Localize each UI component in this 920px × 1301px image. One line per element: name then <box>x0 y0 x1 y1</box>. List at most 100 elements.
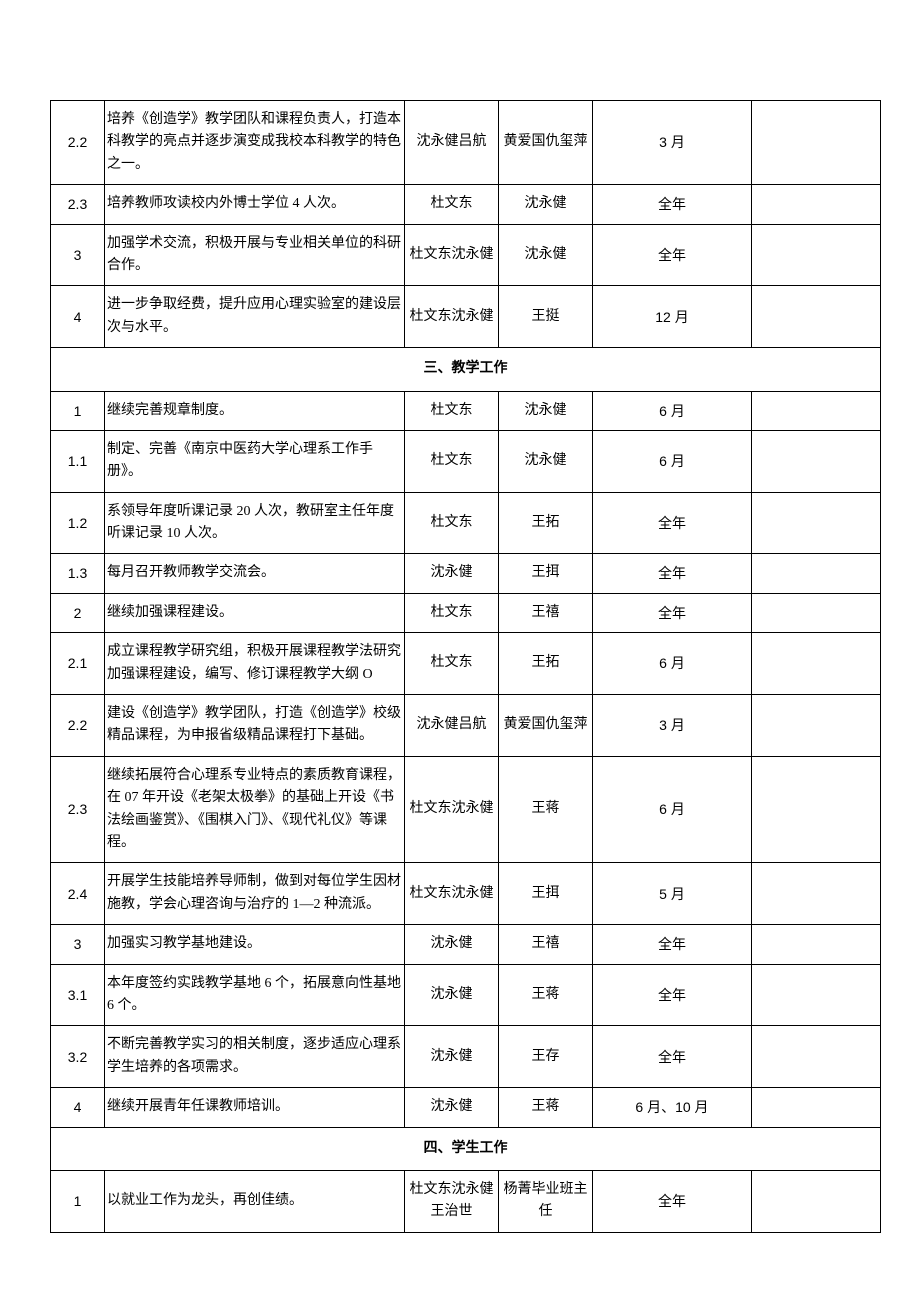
row-index: 3.1 <box>51 964 105 1026</box>
row-description: 继续开展青年任课教师培训。 <box>105 1088 405 1127</box>
row-exec: 王蒋 <box>499 1088 593 1127</box>
row-index: 2.4 <box>51 863 105 925</box>
table-row: 1继续完善规章制度。杜文东沈永健6 月 <box>51 391 881 430</box>
row-exec: 王蒋 <box>499 964 593 1026</box>
row-description: 进一步争取经费，提升应用心理实验室的建设层次与水平。 <box>105 286 405 348</box>
row-exec: 沈永健 <box>499 185 593 224</box>
table-row: 4进一步争取经费，提升应用心理实验室的建设层次与水平。杜文东沈永健王挺12 月 <box>51 286 881 348</box>
table-row: 1.3每月召开教师教学交流会。沈永健王挕全年 <box>51 554 881 593</box>
table-row: 2.1成立课程教学研究组，积极开展课程教学法研究加强课程建设，编写、修订课程教学… <box>51 633 881 695</box>
row-exec: 王挕 <box>499 554 593 593</box>
row-time: 全年 <box>593 224 752 286</box>
row-exec: 王禧 <box>499 925 593 964</box>
row-note <box>752 492 881 554</box>
row-time: 3 月 <box>593 101 752 185</box>
table-row: 3加强学术交流，积极开展与专业相关单位的科研合作。杜文东沈永健沈永健全年 <box>51 224 881 286</box>
row-note <box>752 1170 881 1232</box>
row-lead: 沈永健 <box>405 1026 499 1088</box>
row-description: 开展学生技能培养导师制，做到对每位学生因材施教，学会心理咨询与治疗的 1—2 种… <box>105 863 405 925</box>
row-lead: 杜文东 <box>405 593 499 632</box>
row-description: 加强实习教学基地建设。 <box>105 925 405 964</box>
row-description: 本年度签约实践教学基地 6 个，拓展意向性基地6 个。 <box>105 964 405 1026</box>
row-index: 2.1 <box>51 633 105 695</box>
row-note <box>752 554 881 593</box>
row-exec: 沈永健 <box>499 224 593 286</box>
row-lead: 沈永健 <box>405 1088 499 1127</box>
row-lead: 杜文东沈永健王治世 <box>405 1170 499 1232</box>
row-description: 以就业工作为龙头，再创佳绩。 <box>105 1170 405 1232</box>
row-index: 1 <box>51 1170 105 1232</box>
section-header: 三、教学工作 <box>51 348 881 391</box>
row-lead: 杜文东沈永健 <box>405 863 499 925</box>
row-description: 培养教师攻读校内外博士学位 4 人次。 <box>105 185 405 224</box>
row-exec: 王存 <box>499 1026 593 1088</box>
row-time: 全年 <box>593 1170 752 1232</box>
table-row: 3.2不断完善教学实习的相关制度，逐步适应心理系学生培养的各项需求。沈永健王存全… <box>51 1026 881 1088</box>
section-title: 三、教学工作 <box>51 348 881 391</box>
row-note <box>752 185 881 224</box>
row-exec: 王挺 <box>499 286 593 348</box>
row-lead: 杜文东 <box>405 633 499 695</box>
row-index: 2 <box>51 593 105 632</box>
table-row: 2.3继续拓展符合心理系专业特点的素质教育课程，在 07 年开设《老架太极拳》的… <box>51 756 881 863</box>
row-note <box>752 1026 881 1088</box>
row-description: 建设《创造学》教学团队，打造《创造学》校级精品课程，为申报省级精品课程打下基础。 <box>105 695 405 757</box>
row-time: 6 月 <box>593 756 752 863</box>
table-row: 2.3培养教师攻读校内外博士学位 4 人次。杜文东沈永健全年 <box>51 185 881 224</box>
row-index: 4 <box>51 286 105 348</box>
row-exec: 王拓 <box>499 633 593 695</box>
row-description: 培养《创造学》教学团队和课程负责人，打造本科教学的亮点并逐步演变成我校本科教学的… <box>105 101 405 185</box>
row-time: 6 月 <box>593 391 752 430</box>
table-row: 3加强实习教学基地建设。沈永健王禧全年 <box>51 925 881 964</box>
table-row: 1.2系领导年度听课记录 20 人次，教研室主任年度听课记录 10 人次。杜文东… <box>51 492 881 554</box>
row-note <box>752 1088 881 1127</box>
row-exec: 王拓 <box>499 492 593 554</box>
row-lead: 杜文东 <box>405 430 499 492</box>
row-note <box>752 224 881 286</box>
row-time: 全年 <box>593 964 752 1026</box>
row-lead: 沈永健 <box>405 925 499 964</box>
table-row: 1.1制定、完善《南京中医药大学心理系工作手册》。杜文东沈永健6 月 <box>51 430 881 492</box>
section-title: 四、学生工作 <box>51 1127 881 1170</box>
row-index: 1.2 <box>51 492 105 554</box>
row-note <box>752 863 881 925</box>
row-note <box>752 695 881 757</box>
row-time: 全年 <box>593 492 752 554</box>
row-index: 2.2 <box>51 101 105 185</box>
row-description: 继续加强课程建设。 <box>105 593 405 632</box>
row-time: 3 月 <box>593 695 752 757</box>
row-note <box>752 756 881 863</box>
row-exec: 王蒋 <box>499 756 593 863</box>
row-description: 加强学术交流，积极开展与专业相关单位的科研合作。 <box>105 224 405 286</box>
row-exec: 沈永健 <box>499 391 593 430</box>
row-note <box>752 593 881 632</box>
row-note <box>752 925 881 964</box>
row-lead: 沈永健吕航 <box>405 695 499 757</box>
row-lead: 杜文东 <box>405 492 499 554</box>
row-note <box>752 286 881 348</box>
row-lead: 杜文东沈永健 <box>405 756 499 863</box>
table-row: 1以就业工作为龙头，再创佳绩。杜文东沈永健王治世杨菁毕业班主任全年 <box>51 1170 881 1232</box>
table-row: 2继续加强课程建设。杜文东王禧全年 <box>51 593 881 632</box>
row-time: 6 月 <box>593 430 752 492</box>
row-lead: 杜文东沈永健 <box>405 224 499 286</box>
row-note <box>752 391 881 430</box>
row-description: 成立课程教学研究组，积极开展课程教学法研究加强课程建设，编写、修订课程教学大纲 … <box>105 633 405 695</box>
row-description: 继续拓展符合心理系专业特点的素质教育课程，在 07 年开设《老架太极拳》的基础上… <box>105 756 405 863</box>
row-note <box>752 964 881 1026</box>
row-exec: 杨菁毕业班主任 <box>499 1170 593 1232</box>
row-lead: 沈永健 <box>405 964 499 1026</box>
row-index: 2.2 <box>51 695 105 757</box>
row-note <box>752 430 881 492</box>
row-description: 继续完善规章制度。 <box>105 391 405 430</box>
row-time: 全年 <box>593 554 752 593</box>
table-row: 2.2培养《创造学》教学团队和课程负责人，打造本科教学的亮点并逐步演变成我校本科… <box>51 101 881 185</box>
row-index: 4 <box>51 1088 105 1127</box>
work-plan-table: 2.2培养《创造学》教学团队和课程负责人，打造本科教学的亮点并逐步演变成我校本科… <box>50 100 881 1233</box>
row-index: 1 <box>51 391 105 430</box>
table-row: 3.1本年度签约实践教学基地 6 个，拓展意向性基地6 个。沈永健王蒋全年 <box>51 964 881 1026</box>
row-index: 3 <box>51 224 105 286</box>
row-exec: 王挕 <box>499 863 593 925</box>
row-exec: 黄爱国仇玺萍 <box>499 695 593 757</box>
row-index: 1.1 <box>51 430 105 492</box>
